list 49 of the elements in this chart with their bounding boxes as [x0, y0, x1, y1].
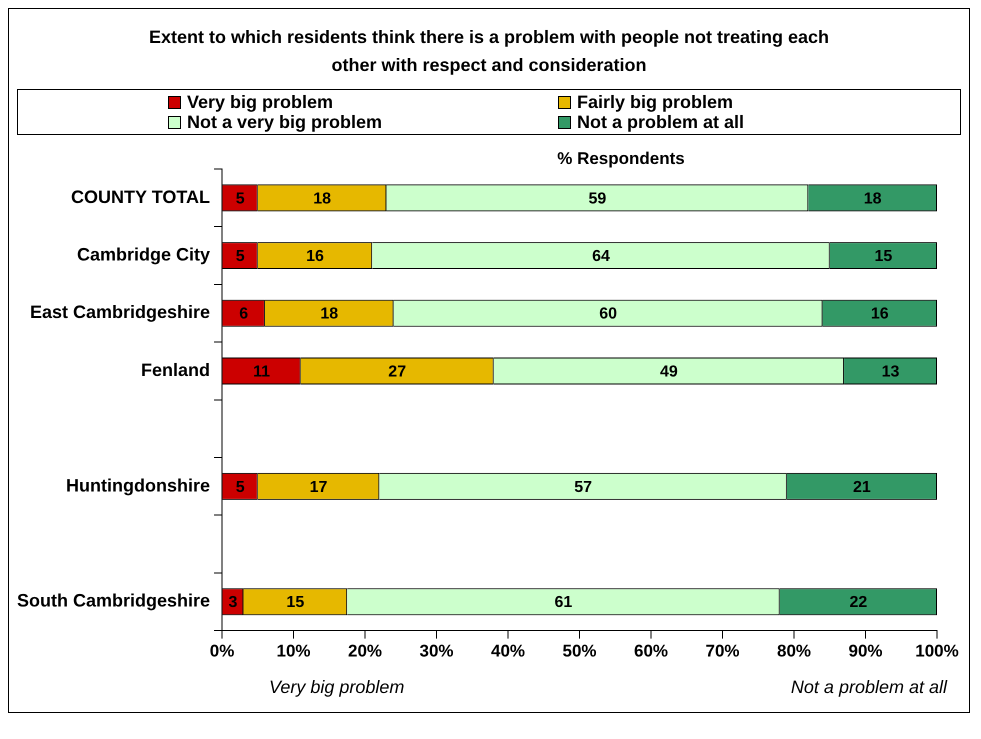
y-tick-label: East Cambridgeshire [30, 302, 210, 322]
x-tick-label: 40% [491, 641, 526, 660]
data-label: 27 [388, 363, 406, 380]
y-tick-label: Fenland [141, 360, 210, 380]
x-tick-label: 70% [705, 641, 740, 660]
x-tick-label: 0% [210, 641, 234, 660]
data-label: 5 [236, 478, 245, 496]
y-tick-label: South Cambridgeshire [16, 590, 210, 611]
data-label: 16 [870, 306, 889, 323]
data-label: 5 [236, 248, 245, 265]
data-label: 61 [554, 594, 572, 612]
legend-label: Not a problem at all [577, 112, 744, 132]
data-label: 17 [310, 478, 328, 496]
x-tick-label: 100% [915, 641, 959, 660]
legend-label: Fairly big problem [577, 92, 734, 112]
data-label: 6 [239, 306, 248, 323]
data-label: 49 [660, 363, 678, 380]
x-tick-label: 50% [562, 641, 597, 660]
data-label: 16 [306, 248, 324, 265]
data-label: 15 [286, 594, 304, 612]
text: Very big problem [269, 677, 404, 698]
x-tick-label: 90% [848, 641, 883, 660]
data-label: 22 [849, 594, 868, 612]
y-tick-label: COUNTY TOTAL [71, 186, 210, 207]
y-tick-label: Cambridge City [76, 244, 210, 265]
data-label: 18 [864, 190, 882, 208]
legend-label: Not a very big problem [187, 112, 382, 132]
data-label: 15 [874, 248, 892, 265]
text: Not a problem at all [790, 677, 947, 698]
x-tick-label: 60% [634, 641, 668, 660]
data-label: 21 [853, 478, 871, 496]
data-label: 18 [313, 190, 332, 208]
x-tick-label: 20% [348, 641, 382, 660]
data-label: 13 [882, 363, 900, 380]
data-label: 59 [588, 190, 606, 208]
data-label: 5 [236, 190, 245, 208]
x-tick-label: 80% [776, 641, 812, 660]
data-label: 64 [592, 248, 610, 265]
data-label: 18 [320, 306, 338, 323]
data-label: 57 [574, 478, 592, 496]
legend-label: Very big problem [187, 92, 334, 112]
data-label: 11 [253, 363, 270, 380]
data-label: 3 [228, 594, 238, 612]
x-tick-label: 30% [420, 641, 454, 660]
data-label: 60 [599, 306, 618, 323]
chart-title: Extent to which residents think there is a problem with people not treating each other with respect and consideration [148, 26, 830, 77]
x-axis-title: % Respondents [556, 149, 686, 169]
y-tick-label: Huntingdonshire [66, 475, 210, 496]
x-tick-label: 10% [276, 641, 311, 660]
